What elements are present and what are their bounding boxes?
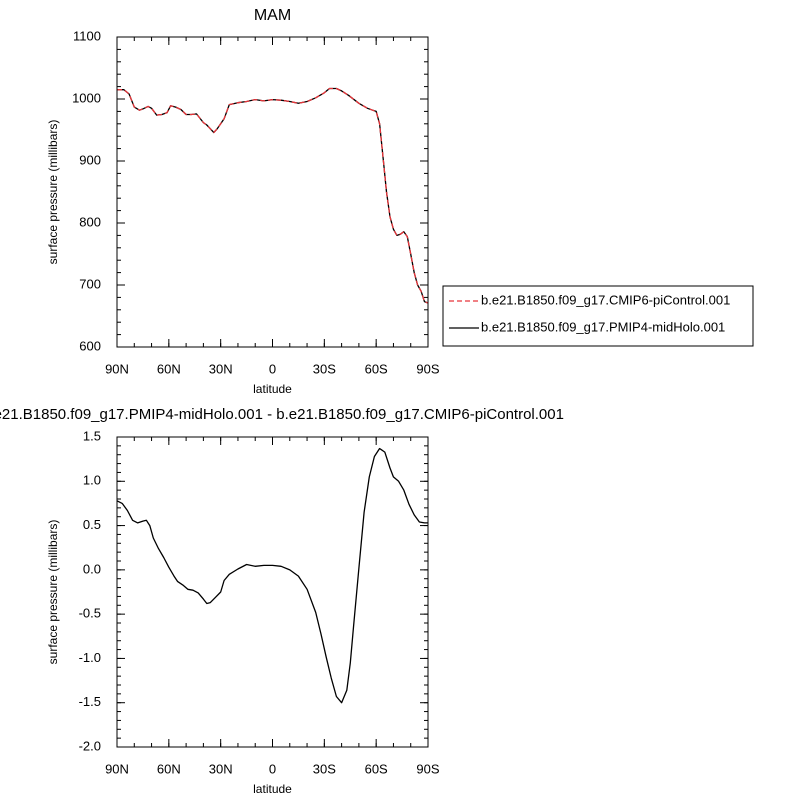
y-axis-label: surface pressure (millibars) xyxy=(46,120,60,265)
x-tick-label: 60S xyxy=(365,361,388,376)
x-tick-label: 90S xyxy=(416,361,439,376)
chart-title: b.e21.B1850.f09_g17.PMIP4-midHolo.001 - … xyxy=(0,406,564,423)
y-tick-label: 0.0 xyxy=(83,561,101,576)
x-tick-label: 60N xyxy=(157,361,181,376)
plot-panel-2: b.e21.B1850.f09_g17.PMIP4-midHolo.001 - … xyxy=(0,406,564,796)
x-tick-label: 30N xyxy=(209,761,233,776)
y-tick-label: 0.5 xyxy=(83,517,101,532)
plot-panel-1: MAM 600 700 800 900 1000 1100 90N 60N 30N 0 30S 60S 9… xyxy=(46,7,754,396)
x-tick-label: 0 xyxy=(269,761,276,776)
x-tick-label: 60S xyxy=(365,761,388,776)
legend-box xyxy=(442,285,754,347)
x-tick-label: 90N xyxy=(105,761,129,776)
legend-label-2: b.e21.B1850.f09_g17.PMIP4-midHolo.001 xyxy=(481,319,725,334)
x-tick-label: 90S xyxy=(416,761,439,776)
y-tick-label: 800 xyxy=(79,214,101,229)
series-line-1 xyxy=(117,87,428,304)
y-tick-label: 1100 xyxy=(73,28,101,43)
y-tick-label: -2.0 xyxy=(79,738,101,753)
x-tick-label: 60N xyxy=(157,761,181,776)
y-tick-label: 1.5 xyxy=(83,428,101,443)
legend-label-1: b.e21.B1850.f09_g17.CMIP6-piControl.001 xyxy=(481,292,730,307)
plot-frame xyxy=(116,436,429,748)
x-tick-label: 30N xyxy=(209,361,233,376)
chart-title: MAM xyxy=(254,7,291,24)
x-axis-label: latitude xyxy=(253,382,292,396)
y-tick-label: -1.0 xyxy=(79,650,101,665)
x-tick-label: 30S xyxy=(313,361,336,376)
plot-frame xyxy=(116,36,429,348)
y-tick-label: 900 xyxy=(79,152,101,167)
y-tick-label: -0.5 xyxy=(79,606,101,621)
x-tick-label: 90N xyxy=(105,361,129,376)
y-axis-label: surface pressure (millibars) xyxy=(46,520,60,665)
series-line-2 xyxy=(117,87,428,304)
y-tick-label: 1.0 xyxy=(83,473,101,488)
y-tick-label: -1.5 xyxy=(79,694,101,709)
y-tick-label: 600 xyxy=(79,338,101,353)
x-tick-label: 0 xyxy=(269,361,276,376)
y-tick-label: 700 xyxy=(79,276,101,291)
legend: b.e21.B1850.f09_g17.CMIP6-piControl.001b… xyxy=(442,285,754,347)
series-line-1 xyxy=(117,447,428,704)
x-axis-label: latitude xyxy=(253,782,292,796)
y-tick-label: 1000 xyxy=(72,90,101,105)
x-tick-label: 30S xyxy=(313,761,336,776)
